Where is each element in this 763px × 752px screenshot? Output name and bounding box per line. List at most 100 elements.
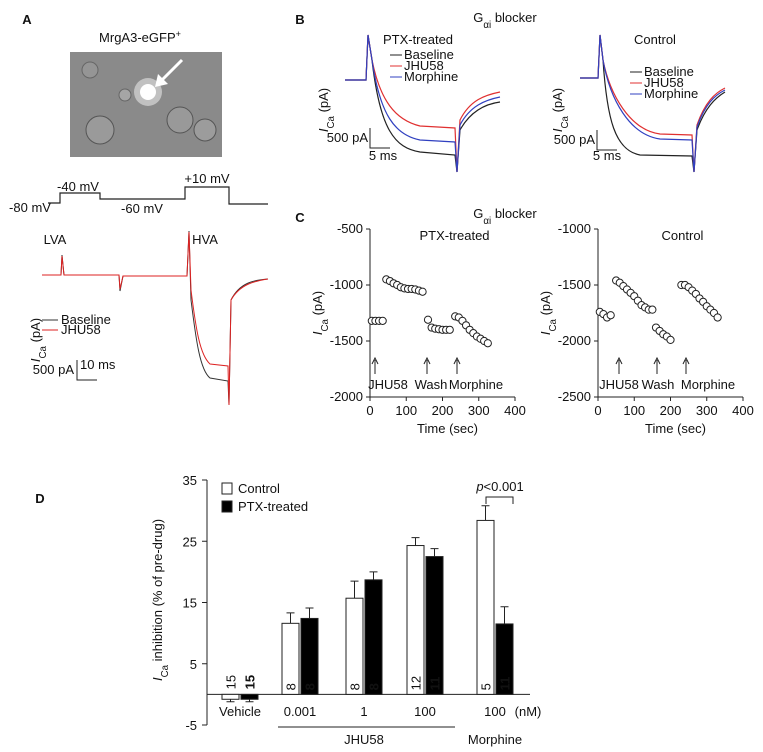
text-part: (pA) xyxy=(310,291,325,319)
text-part: G xyxy=(473,206,483,221)
data-point xyxy=(713,313,722,322)
annotation: Wash xyxy=(642,377,675,392)
data-point xyxy=(418,287,427,296)
scale-bar xyxy=(369,128,390,149)
text-part: <0.001 xyxy=(484,479,524,494)
x-tick-label: 400 xyxy=(732,403,754,418)
y-tick-label: 25 xyxy=(183,534,197,549)
y-tick-label: -1500 xyxy=(558,277,591,292)
scale-label: 10 ms xyxy=(80,357,116,372)
text-part: (pA) xyxy=(550,88,565,116)
scale-label: 500 pA xyxy=(327,130,369,145)
trace xyxy=(580,34,726,173)
data-point xyxy=(606,311,615,320)
protocol-label: -80 mV xyxy=(9,200,51,215)
bar xyxy=(425,556,444,695)
x-tick-label: 0 xyxy=(594,403,601,418)
text-part: I xyxy=(150,677,165,681)
data-point xyxy=(483,339,492,348)
text-part: Ca xyxy=(326,115,337,128)
legend-label: Morphine xyxy=(404,69,458,84)
legend-label: JHU58 xyxy=(61,322,101,337)
error-bar xyxy=(481,505,490,521)
y-tick-label: -1500 xyxy=(330,333,363,348)
arrow-head xyxy=(653,356,661,365)
significance-bracket xyxy=(485,496,514,504)
micrograph xyxy=(70,52,222,157)
x-tick-label: 100 xyxy=(623,403,645,418)
voltage-protocol xyxy=(48,186,268,205)
bar xyxy=(406,545,425,695)
legend-label: Morphine xyxy=(644,86,698,101)
text-part: Ca xyxy=(560,115,571,128)
text-part: p xyxy=(475,479,483,494)
group-label: JHU58 xyxy=(344,732,384,747)
y-axis-label: ICa inhibition (% of pre-drug) xyxy=(150,519,171,681)
text-part: MrgA3-eGFP xyxy=(99,30,176,45)
panel-label: B xyxy=(295,12,304,27)
text-part: I xyxy=(538,331,553,335)
trace-label: HVA xyxy=(192,232,218,247)
data-point xyxy=(445,325,454,334)
scale-bar xyxy=(596,130,617,151)
x-tick-label: 400 xyxy=(504,403,526,418)
text-part: I xyxy=(310,331,325,335)
text-part: Ca xyxy=(320,318,331,331)
plot-title: PTX-treated xyxy=(383,32,453,47)
y-tick-label: -5 xyxy=(185,718,197,733)
x-tick-label: 100 xyxy=(414,704,436,719)
x-tick-label: 0.001 xyxy=(284,704,317,719)
y-tick-label: 35 xyxy=(183,473,197,488)
scale-label: 5 ms xyxy=(369,148,398,163)
text-part: (pA) xyxy=(28,318,43,346)
text-part: blocker xyxy=(491,10,537,25)
text-part: Ca xyxy=(548,318,559,331)
trace xyxy=(42,231,269,406)
arrow-head xyxy=(423,356,431,365)
legend-label: JHU58 xyxy=(644,75,684,90)
text-part: Ca xyxy=(160,664,171,677)
annotation: Morphine xyxy=(449,377,503,392)
y-tick-label: -2500 xyxy=(558,389,591,404)
panel-title: Gαi blocker xyxy=(473,206,537,227)
x-tick-label: 100 xyxy=(395,403,417,418)
n-label: 8 xyxy=(303,683,318,690)
plot-title: Control xyxy=(634,32,676,47)
data-point xyxy=(378,316,387,325)
y-tick-label: 15 xyxy=(183,596,197,611)
n-label: 5 xyxy=(479,683,494,690)
bar xyxy=(364,579,383,695)
y-axis-label: ICa (pA) xyxy=(310,291,331,335)
text-part: G xyxy=(473,10,483,25)
y-axis-label: ICa (pA) xyxy=(316,88,337,132)
group-label: Morphine xyxy=(468,732,522,747)
error-bar xyxy=(369,571,378,580)
y-tick-label: -2000 xyxy=(330,389,363,404)
plot-title: Control xyxy=(662,228,704,243)
text-part: inhibition (% of pre-drug) xyxy=(150,519,165,665)
n-label: 8 xyxy=(348,683,363,690)
scale-bar xyxy=(76,360,97,381)
legend-label: Control xyxy=(238,481,280,496)
panel-title: Gαi blocker xyxy=(473,10,537,31)
arrow-head xyxy=(615,356,623,365)
error-bar xyxy=(430,548,439,557)
y-tick-label: -500 xyxy=(337,221,363,236)
n-label: 8 xyxy=(284,683,299,690)
trace xyxy=(345,34,501,173)
n-label: 11 xyxy=(428,677,443,691)
protocol-label: -60 mV xyxy=(121,201,163,216)
y-axis-label: ICa (pA) xyxy=(538,291,559,335)
error-bar xyxy=(226,699,235,703)
x-tick-label: 300 xyxy=(696,403,718,418)
legend-label: PTX-treated xyxy=(238,499,308,514)
panel-label: C xyxy=(295,210,305,225)
protocol-label: +10 mV xyxy=(184,171,229,186)
error-bar xyxy=(286,612,295,624)
y-tick-label: 5 xyxy=(190,657,197,672)
x-tick-label: Vehicle xyxy=(219,704,261,719)
n-label: 15 xyxy=(243,675,258,689)
x-tick-label: 200 xyxy=(432,403,454,418)
n-label: 8 xyxy=(367,683,382,690)
